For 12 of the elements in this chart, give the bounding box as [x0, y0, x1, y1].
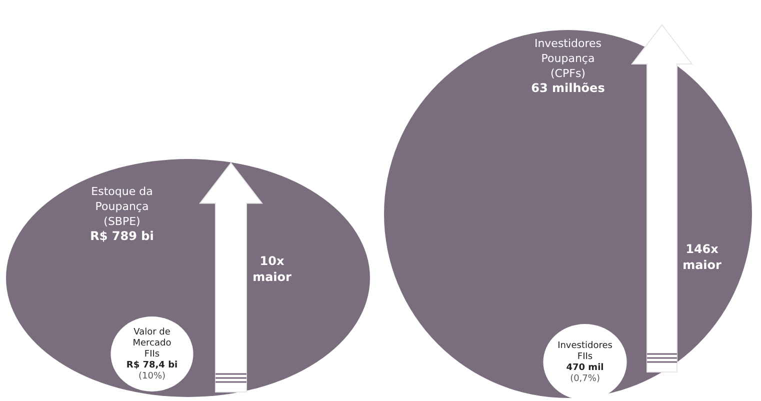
data-label: 470 mil: [566, 362, 604, 373]
category-label: Investidores FIIs: [558, 340, 613, 362]
category-label: Estoque da Poupança (SBPE): [91, 184, 153, 228]
data-label: R$ 78,4 bi: [126, 360, 178, 370]
category-label: Investidores Poupança (CPFs): [534, 36, 602, 80]
text: 10x maior: [252, 254, 292, 284]
text: 146x maior: [682, 242, 722, 272]
text: (0,7%): [570, 374, 600, 384]
data-label: R$ 789 bi: [90, 229, 154, 244]
data-label: 63 milhões: [531, 81, 605, 96]
category-label: Valor de Mercado FIIs: [132, 327, 172, 360]
text: (10%): [138, 371, 166, 382]
